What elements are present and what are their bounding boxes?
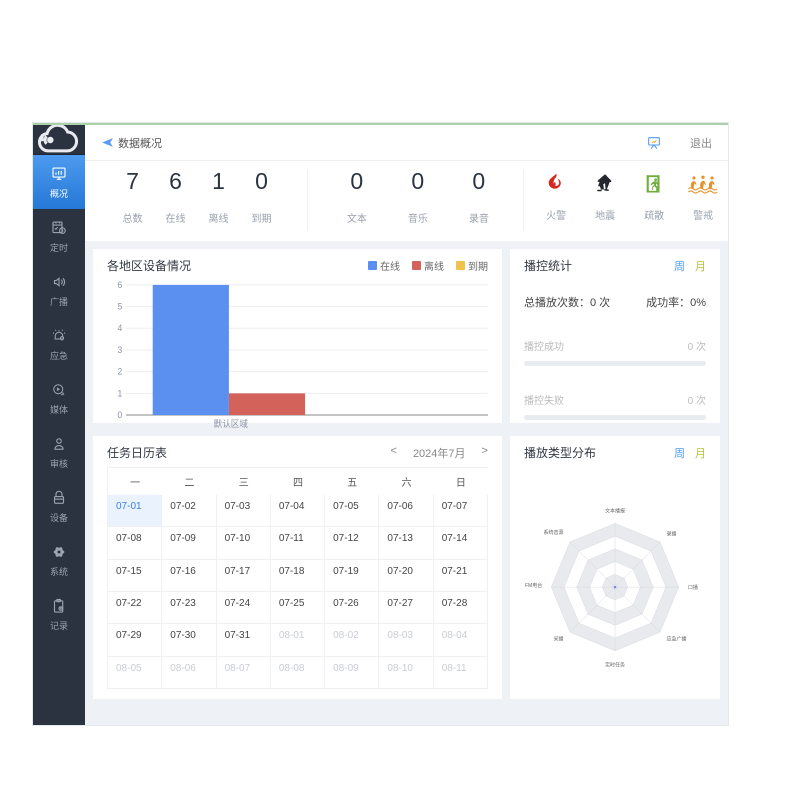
svg-text:1: 1 (117, 388, 122, 398)
svg-text:6: 6 (117, 280, 122, 290)
svg-text:0: 0 (117, 410, 122, 420)
svg-text:应急广播: 应急广播 (666, 635, 686, 642)
svg-text:口播: 口播 (688, 584, 698, 591)
svg-text:3: 3 (117, 345, 122, 355)
svg-text:文本播报: 文本播报 (605, 507, 625, 514)
svg-text:FM电台: FM电台 (525, 582, 542, 589)
svg-text:4: 4 (117, 323, 122, 333)
svg-text:采播: 采播 (553, 635, 563, 642)
svg-text:定时任务: 定时任务 (605, 661, 625, 668)
svg-text:系统音源: 系统音源 (543, 529, 563, 536)
svg-text:录播: 录播 (666, 531, 676, 538)
svg-text:2: 2 (117, 366, 122, 376)
svg-text:5: 5 (117, 301, 122, 311)
svg-text:默认区域: 默认区域 (214, 418, 249, 429)
